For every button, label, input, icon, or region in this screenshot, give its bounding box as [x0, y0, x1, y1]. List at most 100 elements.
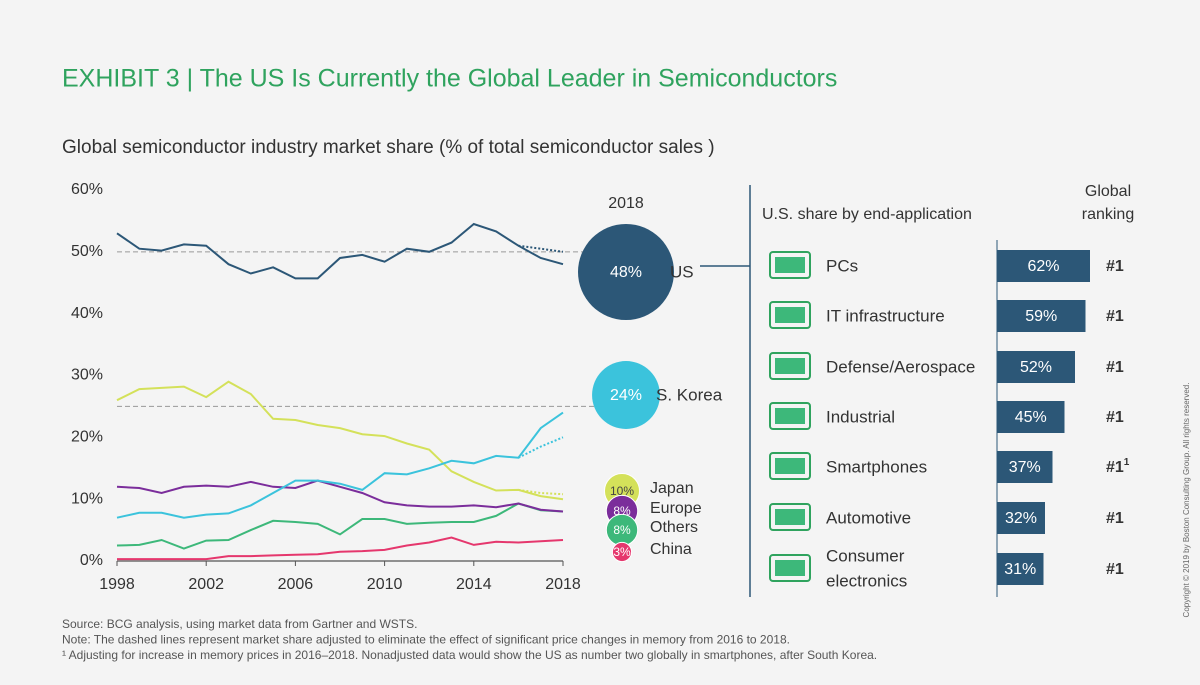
- series-line: [116, 222, 564, 280]
- note: Note: The dashed lines represent market …: [62, 633, 790, 647]
- bar-value-label: 37%: [1009, 459, 1041, 476]
- series-line: [116, 411, 564, 519]
- icon: [769, 452, 811, 480]
- bubble-value-label: 8%: [613, 523, 631, 537]
- bar-value-label: 32%: [1005, 510, 1037, 527]
- bubble-category-label: US: [670, 262, 694, 281]
- bar-value-label: 52%: [1020, 359, 1052, 376]
- ranking-text: #1: [1106, 308, 1124, 325]
- ranking: #1: [1106, 308, 1124, 325]
- y-tick-label: 0%: [80, 552, 103, 569]
- series-line: [116, 479, 564, 513]
- ranking: #1: [1106, 510, 1124, 527]
- bar-value-label: 31%: [1004, 561, 1036, 578]
- y-tick-label: 60%: [71, 181, 103, 198]
- y-tick-label: 30%: [71, 367, 103, 384]
- copyright: Copyright © 2019 by Boston Consulting Gr…: [1182, 383, 1191, 618]
- ranking-title-line: ranking: [1082, 206, 1134, 223]
- ranking: #1: [1106, 561, 1124, 578]
- bubble-value-label: 10%: [610, 484, 634, 498]
- bubble: [592, 361, 660, 429]
- bubble-title: 2018: [608, 195, 644, 212]
- ranking: #11: [1106, 457, 1130, 477]
- icon: [769, 554, 811, 582]
- ranking: #1: [1106, 409, 1124, 426]
- ranking-title: Global ranking: [1082, 183, 1134, 223]
- icon: [769, 251, 811, 279]
- ranking-text: #1: [1106, 459, 1124, 476]
- icon: [769, 352, 811, 380]
- ranking-text: #1: [1106, 258, 1124, 275]
- ranking-text: #1: [1106, 510, 1124, 527]
- note: Source: BCG analysis, using market data …: [62, 617, 417, 631]
- bar-value-label: 59%: [1025, 308, 1057, 325]
- bubble-category-label: Europe: [650, 500, 702, 517]
- icon-fill: [775, 307, 805, 323]
- bar: [997, 250, 1090, 282]
- icon: [769, 503, 811, 531]
- bubble: [578, 224, 674, 320]
- bubble-value-label: 48%: [610, 264, 642, 281]
- adjusted-line: [518, 488, 564, 496]
- category-label: Smartphones: [826, 457, 927, 476]
- ranking-superscript: 1: [1124, 457, 1130, 468]
- note: ¹ Adjusting for increase in memory price…: [62, 648, 877, 662]
- icon-fill: [775, 509, 805, 525]
- exhibit-title: EXHIBIT 3 | The US Is Currently the Glob…: [62, 65, 837, 93]
- bubble-category-label: Others: [650, 519, 698, 536]
- bar: [997, 451, 1053, 483]
- y-tick-label: 10%: [71, 490, 103, 507]
- category-label: Consumer: [826, 546, 905, 565]
- icon-fill: [775, 408, 805, 424]
- x-tick-label: 2014: [456, 576, 492, 593]
- ranking-title-line: Global: [1085, 183, 1131, 200]
- chart-title: Global semiconductor industry market sha…: [62, 137, 715, 158]
- adjusted-line: [518, 244, 564, 253]
- bar: [997, 553, 1044, 585]
- bar-value-label: 62%: [1027, 258, 1059, 275]
- y-tick-label: 40%: [71, 305, 103, 322]
- ranking-text: #1: [1106, 359, 1124, 376]
- ranking: #1: [1106, 258, 1124, 275]
- icon-fill: [775, 560, 805, 576]
- category-label: Defense/Aerospace: [826, 357, 975, 376]
- series-line: [116, 502, 564, 550]
- x-tick-label: 2006: [278, 576, 314, 593]
- y-tick-label: 20%: [71, 429, 103, 446]
- icon-fill: [775, 458, 805, 474]
- category-label: IT infrastructure: [826, 306, 945, 325]
- bubble-category-label: Japan: [650, 480, 694, 497]
- bubble-category-label: S. Korea: [656, 385, 723, 404]
- adjusted-line: [517, 436, 564, 459]
- bar: [997, 300, 1086, 332]
- bar: [997, 351, 1075, 383]
- series-line: [116, 380, 564, 501]
- category-label: Industrial: [826, 407, 895, 426]
- ranking: #1: [1106, 359, 1124, 376]
- ranking-text: #1: [1106, 409, 1124, 426]
- x-tick-label: 2010: [367, 576, 403, 593]
- category-label: electronics: [826, 571, 907, 590]
- ranking-text: #1: [1106, 561, 1124, 578]
- x-tick-label: 2002: [188, 576, 224, 593]
- bar: [997, 502, 1045, 534]
- icon: [769, 402, 811, 430]
- bubble-value-label: 3%: [613, 545, 631, 559]
- icon-fill: [775, 358, 805, 374]
- bubble-value-label: 24%: [610, 387, 642, 404]
- category-label: Automotive: [826, 508, 911, 527]
- y-tick-label: 50%: [71, 243, 103, 260]
- bar-value-label: 45%: [1015, 409, 1047, 426]
- icon-fill: [775, 257, 805, 273]
- bubble: [611, 541, 633, 563]
- icon: [769, 301, 811, 329]
- x-tick-label: 1998: [99, 576, 135, 593]
- x-tick-label: 2018: [545, 576, 581, 593]
- category-label: PCs: [826, 256, 858, 275]
- series-line: [117, 536, 564, 561]
- bubble-category-label: China: [650, 541, 692, 558]
- bar-title: U.S. share by end-application: [762, 206, 972, 223]
- bar: [997, 401, 1065, 433]
